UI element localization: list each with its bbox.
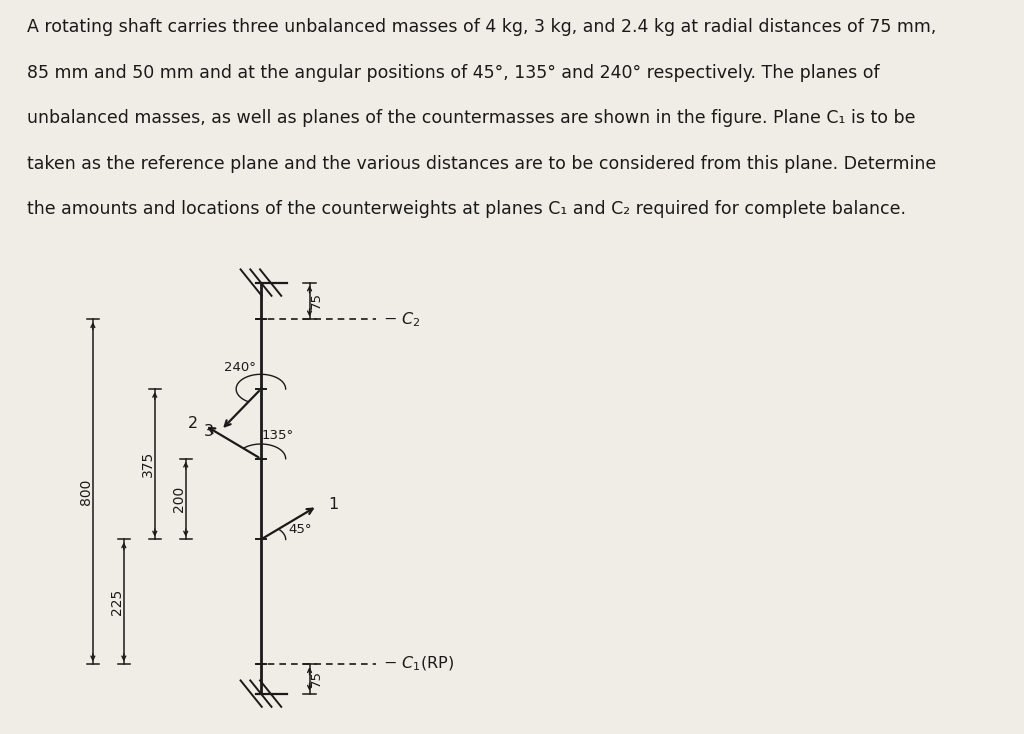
Text: 75: 75 — [310, 292, 324, 310]
Text: $-$ $C_2$: $-$ $C_2$ — [383, 310, 421, 329]
Text: 375: 375 — [140, 451, 155, 477]
Text: unbalanced masses, as well as planes of the countermasses are shown in the figur: unbalanced masses, as well as planes of … — [27, 109, 915, 128]
Text: 75: 75 — [310, 670, 324, 688]
Text: 1: 1 — [328, 497, 338, 512]
Text: taken as the reference plane and the various distances are to be considered from: taken as the reference plane and the var… — [27, 155, 936, 173]
Text: 240°: 240° — [223, 360, 256, 374]
Text: 2: 2 — [187, 416, 198, 431]
Text: 85 mm and 50 mm and at the angular positions of 45°, 135° and 240° respectively.: 85 mm and 50 mm and at the angular posit… — [27, 64, 880, 82]
Text: A rotating shaft carries three unbalanced masses of 4 kg, 3 kg, and 2.4 kg at ra: A rotating shaft carries three unbalance… — [27, 18, 936, 37]
Text: 800: 800 — [79, 479, 93, 505]
Text: 3: 3 — [204, 424, 214, 439]
Text: 45°: 45° — [289, 523, 312, 537]
Text: the amounts and locations of the counterweights at planes C₁ and C₂ required for: the amounts and locations of the counter… — [27, 200, 905, 219]
Text: 225: 225 — [110, 589, 124, 615]
Text: $-$ $C_1$(RP): $-$ $C_1$(RP) — [383, 655, 454, 674]
Text: 135°: 135° — [261, 429, 293, 442]
Text: 200: 200 — [172, 486, 185, 512]
